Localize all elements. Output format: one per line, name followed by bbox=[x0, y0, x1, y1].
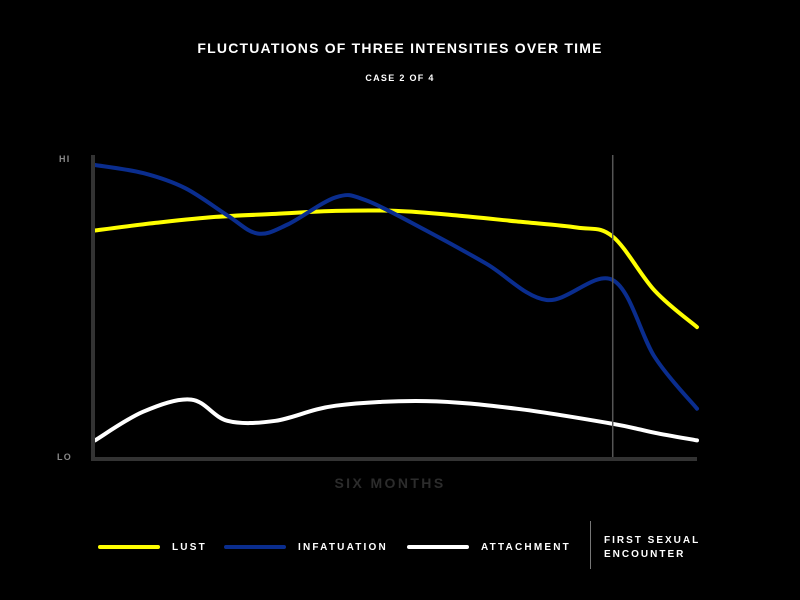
marker-label-line1: FIRST SEXUAL bbox=[604, 535, 701, 546]
legend-item-attachment: ATTACHMENT bbox=[407, 539, 571, 555]
legend-swatch-lust bbox=[98, 545, 160, 549]
y-tick-hi: HI bbox=[59, 154, 70, 164]
series-line-infatuation bbox=[93, 163, 699, 411]
chart-subtitle: CASE 2 OF 4 bbox=[365, 73, 435, 83]
legend-item-infatuation: INFATUATION bbox=[224, 539, 388, 555]
series-layer bbox=[93, 163, 699, 443]
legend-divider bbox=[590, 521, 591, 569]
legend-label-infatuation: INFATUATION bbox=[298, 541, 388, 553]
series-line-attachment bbox=[93, 397, 699, 443]
legend-swatch-infatuation bbox=[224, 545, 286, 549]
marker-label-line2: ENCOUNTER bbox=[604, 549, 686, 560]
legend-marker-label: FIRST SEXUAL ENCOUNTER bbox=[604, 534, 714, 562]
legend-swatch-attachment bbox=[407, 545, 469, 549]
y-tick-lo: LO bbox=[57, 452, 72, 462]
series-line-lust bbox=[93, 208, 699, 330]
legend-item-lust: LUST bbox=[98, 539, 207, 555]
chart-title: FLUCTUATIONS OF THREE INTENSITIES OVER T… bbox=[197, 40, 603, 56]
x-axis-label: SIX MONTHS bbox=[334, 475, 445, 491]
legend-label-attachment: ATTACHMENT bbox=[481, 541, 571, 553]
legend-label-lust: LUST bbox=[172, 541, 207, 553]
